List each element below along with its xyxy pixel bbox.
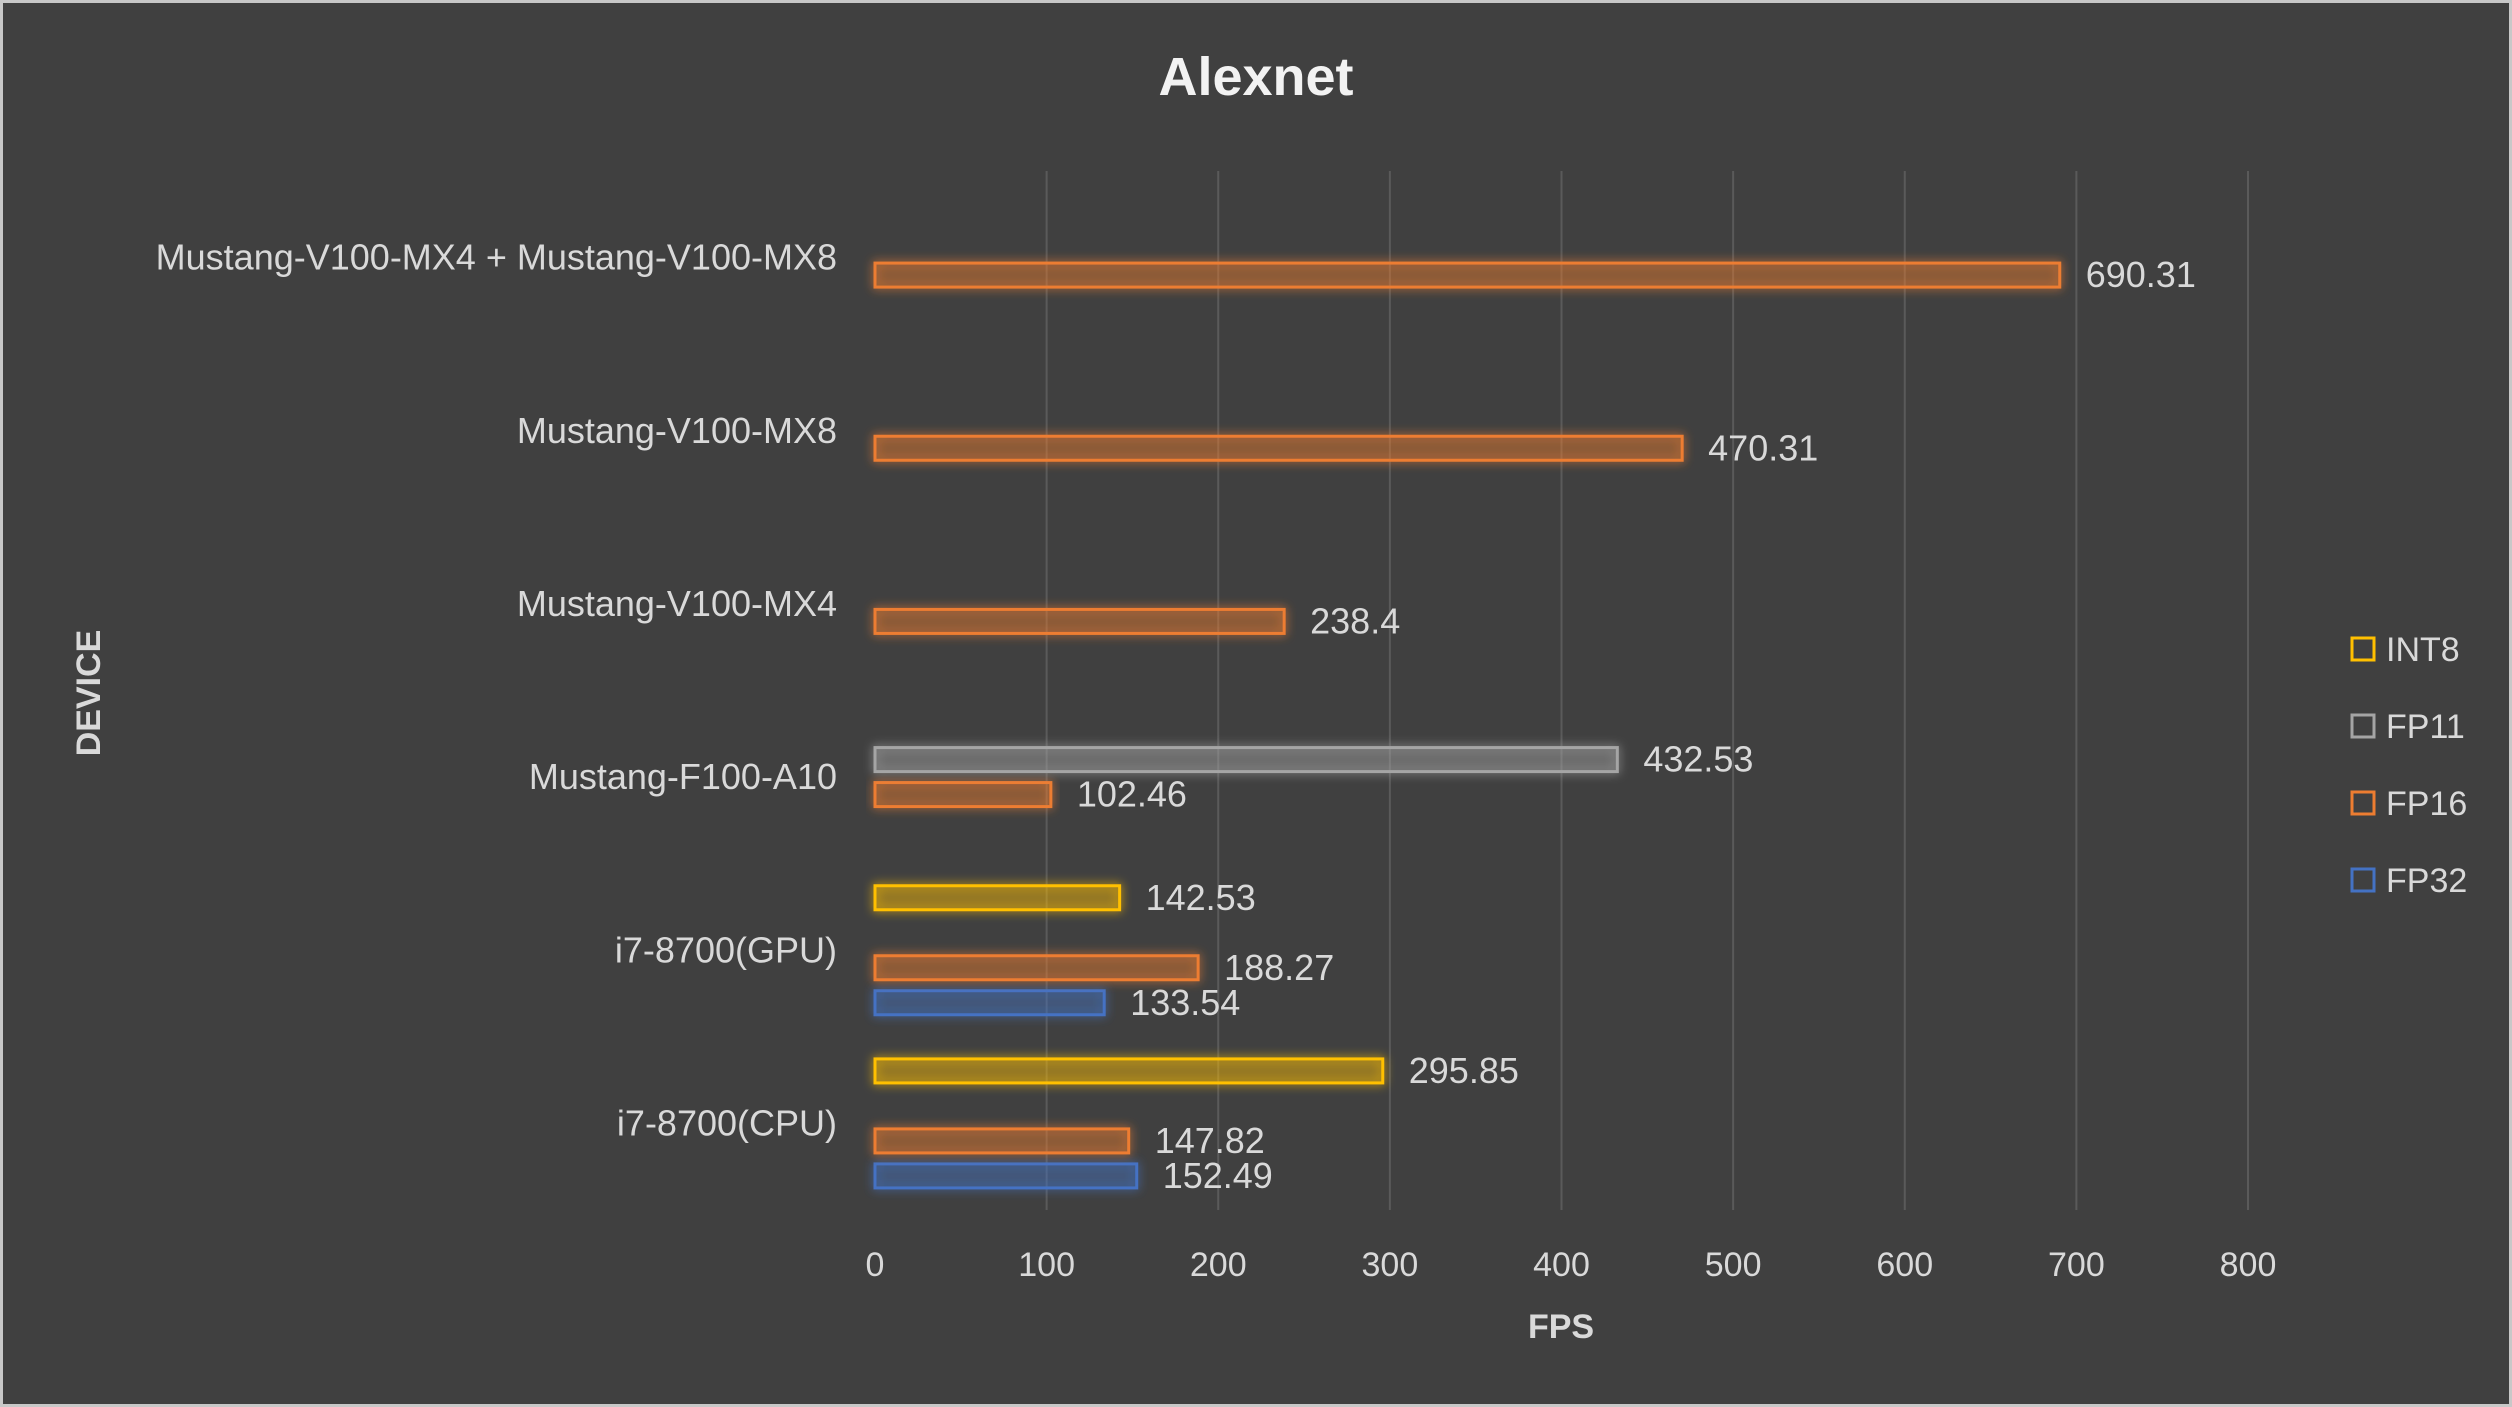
bar-fp32 [873, 1162, 1139, 1190]
legend-label: FP32 [2386, 862, 2467, 900]
data-label: 295.85 [1409, 1050, 1519, 1091]
x-tick-label: 400 [1533, 1246, 1590, 1284]
legend-label: INT8 [2386, 631, 2460, 669]
bar-int8 [873, 1057, 1385, 1085]
y-axis-title: DEVICE [70, 630, 108, 757]
legend-swatch-fp16 [2350, 790, 2376, 816]
data-label: 147.82 [1155, 1120, 1265, 1161]
bar-fp16 [873, 781, 1053, 809]
bar-fp16 [873, 261, 2062, 289]
bar-fp32 [873, 989, 1106, 1017]
category-label: Mustang-V100-MX4 [517, 583, 837, 624]
bar-fp11 [873, 746, 1619, 774]
legend-swatch-int8 [2350, 636, 2376, 662]
data-label: 238.4 [1310, 600, 1400, 641]
x-tick-label: 600 [1876, 1246, 1933, 1284]
category-label: i7-8700(CPU) [617, 1102, 837, 1143]
grid-layer [1045, 171, 2249, 1210]
bar-fp16 [873, 434, 1684, 462]
legend-swatch-fp11 [2350, 713, 2376, 739]
category-label: Mustang-F100-A10 [529, 756, 837, 797]
bar-fp16 [873, 954, 1200, 982]
bar-fp16 [873, 607, 1286, 635]
chart-title: Alexnet [1158, 47, 1353, 107]
x-tick-label: 100 [1018, 1246, 1075, 1284]
x-axis-title: FPS [1528, 1308, 1594, 1346]
data-label: 133.54 [1130, 982, 1240, 1023]
legend-swatch-fp32 [2350, 867, 2376, 893]
bar-fp16 [873, 1127, 1131, 1155]
x-tick-labels: 0 100 200 300 400 500 600 700 800 [866, 1246, 2277, 1284]
data-label: 470.31 [1708, 427, 1818, 468]
x-tick-label: 800 [2220, 1246, 2277, 1284]
data-label: 432.53 [1643, 739, 1753, 780]
data-label: 102.46 [1077, 774, 1187, 815]
data-label: 690.31 [2086, 254, 2196, 295]
x-tick-label: 200 [1190, 1246, 1247, 1284]
bar-int8 [873, 884, 1122, 912]
category-label: i7-8700(GPU) [615, 929, 837, 970]
x-tick-label: 300 [1362, 1246, 1419, 1284]
category-label: Mustang-V100-MX8 [517, 410, 837, 451]
chart-legend: INT8 FP11 FP16 FP32 [2350, 631, 2467, 900]
x-tick-label: 700 [2048, 1246, 2105, 1284]
category-labels: i7-8700(CPU) i7-8700(GPU) Mustang-F100-A10… [156, 237, 837, 1144]
data-label: 152.49 [1163, 1155, 1273, 1196]
x-tick-label: 0 [866, 1246, 885, 1284]
x-tick-label: 500 [1705, 1246, 1762, 1284]
legend-label: FP11 [2386, 708, 2465, 746]
data-label: 142.53 [1146, 877, 1256, 918]
category-label: Mustang-V100-MX4 + Mustang-V100-MX8 [156, 237, 837, 278]
data-label: 188.27 [1224, 947, 1334, 988]
legend-label: FP16 [2386, 785, 2467, 823]
